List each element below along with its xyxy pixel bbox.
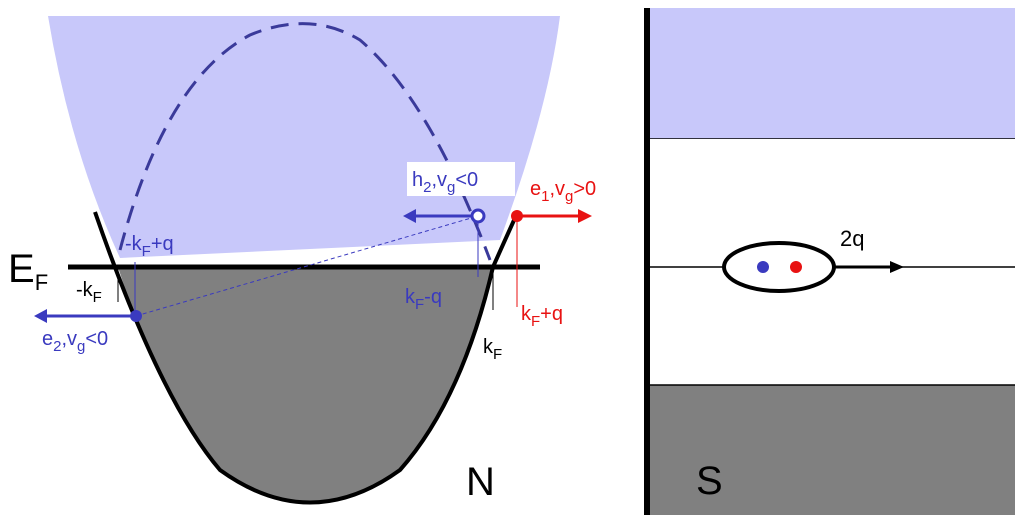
e1-label: e1,vg>0	[530, 178, 596, 205]
pairing-connection-line	[135, 215, 479, 317]
dashed-hole-band	[118, 22, 492, 261]
kf-minus-q-label: kF-q	[405, 286, 442, 313]
filled-states-region	[118, 267, 493, 503]
cooper-pair-ellipse	[722, 241, 836, 293]
h2-arrow-head	[403, 209, 416, 223]
superconductor-label: S	[696, 459, 723, 503]
normal-metal-panel: EF -kF -kF+q kF-q kF kF+q h2,vg<0 e1,vg>…	[8, 16, 596, 505]
neg-kf-plus-q-label: -kF+q	[125, 233, 174, 260]
e2-label: e2,vg<0	[42, 328, 108, 355]
h2-hole	[470, 208, 486, 224]
pair-momentum-arrow-head	[890, 261, 904, 273]
e1-electron	[511, 210, 523, 222]
pair-electron-blue	[757, 261, 769, 273]
empty-band-region	[48, 16, 560, 258]
kf-label: kF	[483, 336, 502, 363]
neg-kf-label: -kF	[76, 279, 102, 306]
lower-band	[648, 385, 1015, 515]
superconductor-panel: 2q S	[644, 8, 1015, 515]
h2-label: h2,vg<0	[412, 169, 478, 196]
e2-electron	[130, 310, 142, 322]
e2-arrow-head	[34, 309, 47, 323]
h2-label-box	[407, 162, 515, 196]
fermi-energy-label: EF	[8, 247, 48, 295]
metal-label: N	[466, 460, 495, 504]
kf-plus-q-label: kF+q	[521, 303, 563, 330]
e1-arrow-head	[578, 209, 592, 223]
momentum-label: 2q	[840, 226, 864, 251]
upper-band	[648, 8, 1015, 139]
pair-electron-red	[790, 261, 802, 273]
